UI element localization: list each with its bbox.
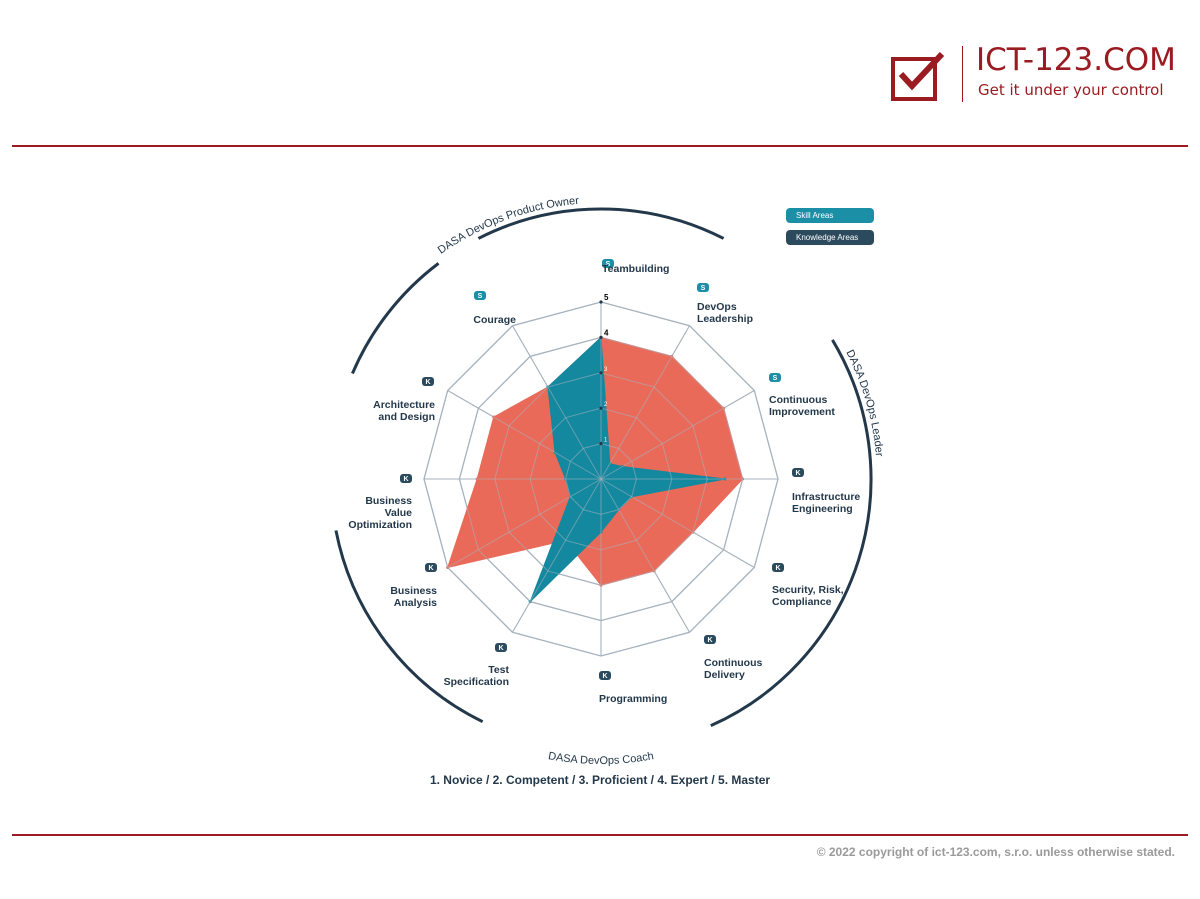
axis-badge (495, 643, 507, 652)
axis-badge (400, 474, 412, 483)
axis-badge (772, 563, 784, 572)
logo-title: ICT-123.COM (976, 42, 1176, 78)
logo-divider (962, 46, 963, 102)
legend-skill-areas: Skill Areas (786, 208, 874, 223)
axis-badge (599, 671, 611, 680)
axis-badge (697, 283, 709, 292)
tick-dot (599, 371, 603, 375)
tick-label: 5 (604, 293, 609, 302)
axis-badge-letter: S (701, 285, 706, 292)
grid-spoke-overlay (512, 325, 602, 480)
axis-badge-letter: K (602, 673, 607, 680)
footer-divider (12, 834, 1188, 836)
tick-label: 3 (604, 367, 608, 373)
outer-ring-arc-3 (351, 262, 440, 375)
axis-label: Infrastructure Engineering (792, 491, 860, 515)
axis-badge (792, 468, 804, 477)
tick-dot (599, 335, 603, 339)
axis-badge-letter: K (428, 565, 433, 572)
ring-label: DASA DevOps Leader (843, 348, 885, 457)
scale-caption: 1. Novice / 2. Competent / 3. Proficient… (429, 773, 771, 787)
axis-label: Continuous Improvement (769, 394, 835, 418)
axis-badge-letter: K (707, 637, 712, 644)
axis-badge-letter: K (795, 470, 800, 477)
header-divider (12, 145, 1188, 147)
grid-spoke-overlay (447, 390, 602, 480)
outer-ring-arc-0 (477, 207, 725, 240)
logo-tagline: Get it under your control (978, 81, 1164, 99)
axis-label: DevOps Leadership (697, 301, 753, 325)
axis-label: Security, Risk, Compliance (772, 584, 844, 608)
logo (890, 46, 1180, 106)
axis-label: Test Specification (444, 664, 510, 688)
tick-label: 4 (604, 328, 609, 337)
axis-label: Architecture and Design (373, 399, 435, 423)
tick-label: 2 (604, 402, 608, 408)
axis-badge-letter: S (773, 375, 778, 382)
axis-badge-letter: S (606, 261, 611, 268)
axis-badge-letter: K (498, 645, 503, 652)
tick-dot (599, 442, 603, 446)
grid-spoke-overlay (600, 478, 690, 633)
legend-knowledge-areas: Knowledge Areas (786, 230, 874, 245)
grid-spoke-overlay (600, 390, 755, 480)
axis-label: Continuous Delivery (704, 657, 762, 681)
grid-spoke-overlay (512, 478, 602, 633)
axis-badge (474, 291, 486, 300)
copyright-notice: © 2022 copyright of ict-123.com, s.r.o. … (816, 845, 1175, 859)
ring-label: DASA DevOps Coach (547, 750, 654, 767)
axis-badge-letter: K (403, 476, 408, 483)
axis-badge (425, 563, 437, 572)
axis-label: Business Value Optimization (348, 495, 412, 531)
axis-badge-letter: K (425, 379, 430, 386)
grid-spoke-overlay (600, 478, 755, 568)
grid-spoke-overlay (600, 325, 690, 480)
tick-label: 1 (604, 438, 608, 444)
tick-dot (599, 300, 603, 304)
tick-dot (599, 406, 603, 410)
axis-label: Business Analysis (390, 585, 437, 609)
outer-ring-arc-1 (710, 339, 873, 728)
axis-label: Teambuilding (602, 263, 669, 275)
outer-ring-arc-2 (334, 530, 484, 724)
axis-badge-letter: S (478, 293, 483, 300)
axis-label: Programming (599, 693, 667, 705)
axis-badge (422, 377, 434, 386)
axis-badge (769, 373, 781, 382)
axis-badge (704, 635, 716, 644)
checkbox-logo-icon (891, 51, 945, 101)
axis-badge (602, 259, 614, 268)
grid-spoke-overlay (447, 478, 602, 568)
axis-label: Courage (473, 314, 516, 326)
axis-badge-letter: K (775, 565, 780, 572)
